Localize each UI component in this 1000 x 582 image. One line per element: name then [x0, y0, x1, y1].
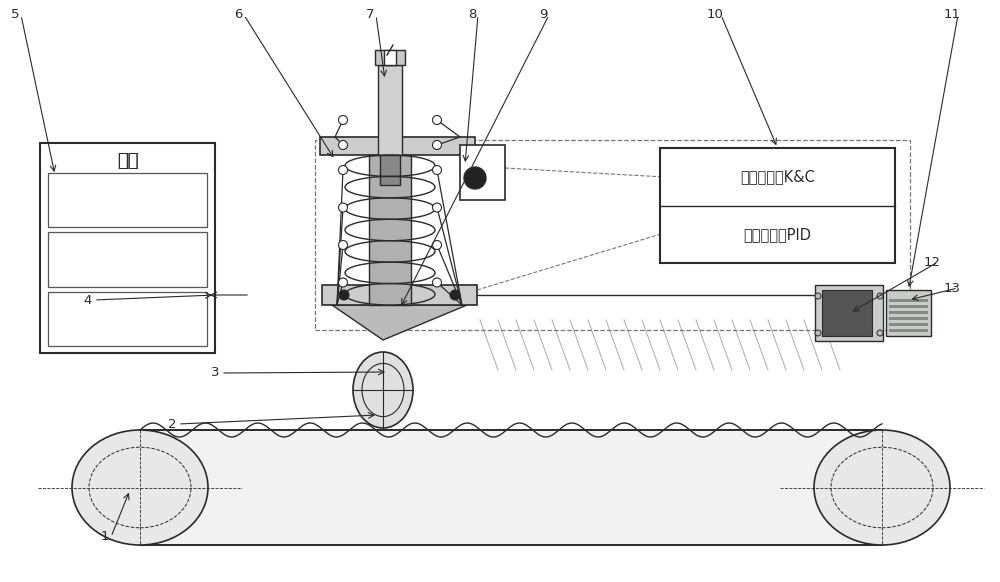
- Bar: [48, 232, 207, 287]
- Bar: [322, 285, 477, 305]
- Text: 显示: 显示: [117, 152, 138, 170]
- Ellipse shape: [353, 352, 413, 428]
- Circle shape: [338, 165, 348, 175]
- Bar: [889, 305, 928, 308]
- Text: 6: 6: [234, 9, 242, 22]
- Ellipse shape: [72, 430, 208, 545]
- Circle shape: [877, 330, 883, 336]
- Circle shape: [432, 165, 442, 175]
- Circle shape: [432, 240, 442, 250]
- Bar: [886, 290, 931, 336]
- Bar: [375, 50, 405, 65]
- Bar: [660, 148, 895, 263]
- Circle shape: [432, 278, 442, 287]
- Circle shape: [338, 115, 348, 125]
- Bar: [815, 285, 883, 341]
- Text: 显示: 显示: [117, 152, 138, 170]
- Text: 5: 5: [11, 9, 19, 22]
- Text: 11: 11: [944, 9, 960, 22]
- Circle shape: [338, 240, 348, 250]
- Bar: [460, 145, 505, 200]
- Circle shape: [450, 290, 460, 300]
- Text: 8: 8: [468, 9, 476, 22]
- Bar: [380, 155, 400, 185]
- Circle shape: [877, 293, 883, 299]
- Bar: [48, 173, 207, 228]
- Text: 9: 9: [539, 9, 547, 22]
- Circle shape: [338, 278, 348, 287]
- Text: 10: 10: [707, 9, 723, 22]
- Text: 7: 7: [366, 9, 374, 22]
- Bar: [369, 155, 411, 305]
- Bar: [384, 50, 396, 65]
- Bar: [40, 143, 215, 353]
- Circle shape: [338, 203, 348, 212]
- Bar: [889, 311, 928, 314]
- Circle shape: [815, 293, 821, 299]
- Bar: [140, 430, 882, 545]
- Bar: [822, 290, 872, 336]
- Bar: [889, 329, 928, 332]
- Bar: [889, 317, 928, 320]
- Text: 3: 3: [211, 367, 219, 379]
- Bar: [889, 299, 928, 302]
- Circle shape: [338, 140, 348, 150]
- Text: 主动控制：PID: 主动控制：PID: [744, 227, 812, 242]
- Bar: [48, 292, 207, 346]
- Bar: [373, 155, 407, 170]
- Bar: [320, 137, 475, 155]
- Circle shape: [432, 140, 442, 150]
- Text: 被动控制：K&C: 被动控制：K&C: [740, 169, 815, 184]
- Text: 12: 12: [924, 255, 940, 268]
- Circle shape: [432, 203, 442, 212]
- Ellipse shape: [814, 430, 950, 545]
- Circle shape: [339, 290, 349, 300]
- Text: 2: 2: [168, 417, 176, 431]
- Bar: [889, 323, 928, 326]
- Circle shape: [815, 330, 821, 336]
- Text: 1: 1: [101, 531, 109, 544]
- Bar: [378, 65, 402, 155]
- Bar: [315, 140, 910, 330]
- Text: 13: 13: [944, 282, 960, 294]
- Circle shape: [432, 115, 442, 125]
- Polygon shape: [332, 305, 467, 340]
- Circle shape: [464, 167, 486, 189]
- Text: 4: 4: [84, 293, 92, 307]
